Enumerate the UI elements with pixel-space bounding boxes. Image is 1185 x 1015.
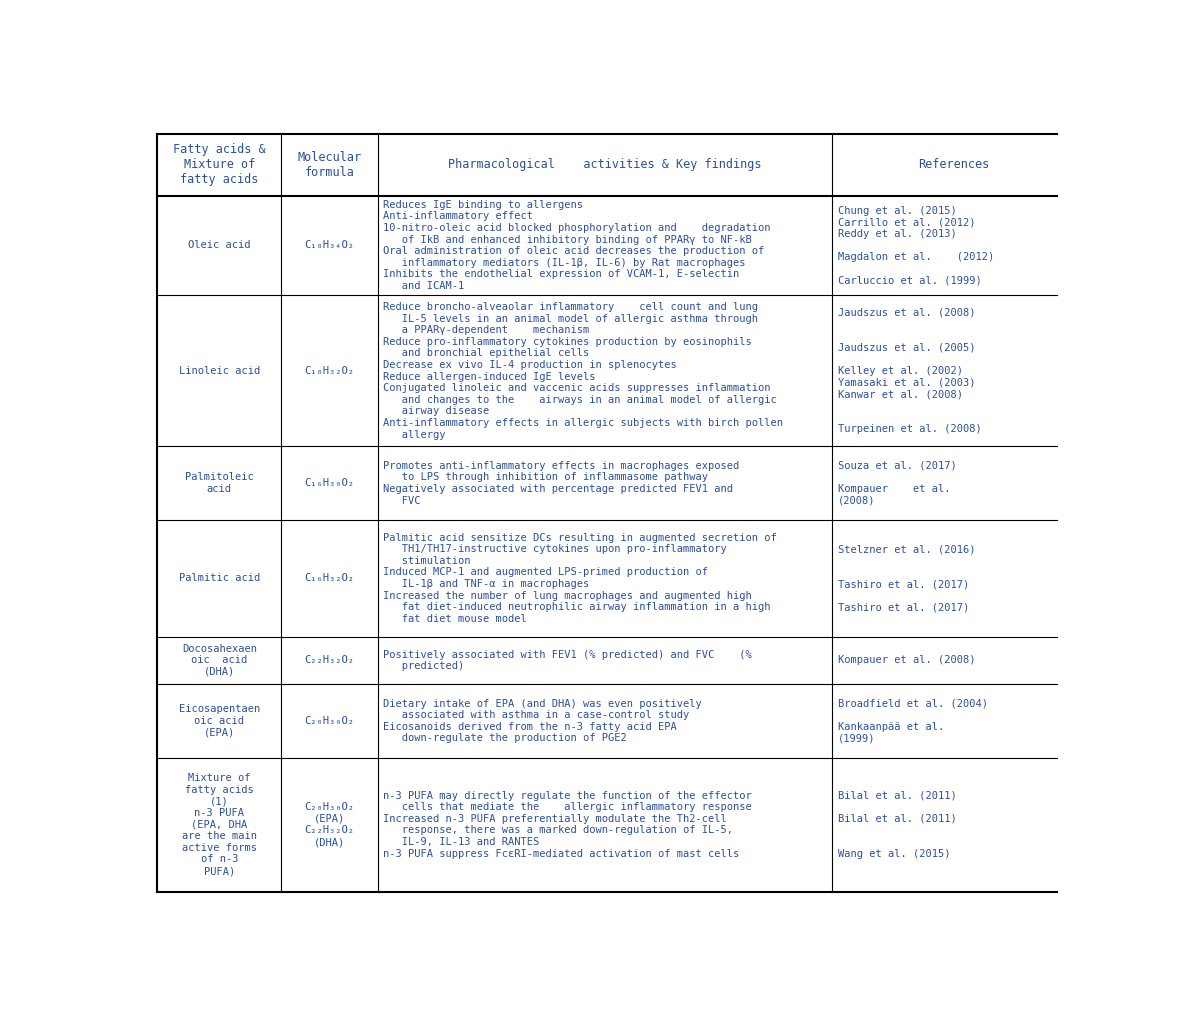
Text: Stelzner et al. (2016)


Tashiro et al. (2017)

Tashiro et al. (2017): Stelzner et al. (2016) Tashiro et al. (2… (838, 544, 975, 612)
Text: References: References (918, 158, 989, 172)
Text: Molecular
formula: Molecular formula (297, 150, 361, 179)
Text: Pharmacological    activities & Key findings: Pharmacological activities & Key finding… (448, 158, 762, 172)
Text: Palmitoleic
acid: Palmitoleic acid (185, 472, 254, 494)
Text: Reduces IgE binding to allergens
Anti-inflammatory effect
10-nitro-oleic acid bl: Reduces IgE binding to allergens Anti-in… (383, 200, 770, 291)
Text: Jaudszus et al. (2008)


Jaudszus et al. (2005)

Kelley et al. (2002)
Yamasaki e: Jaudszus et al. (2008) Jaudszus et al. (… (838, 308, 981, 433)
Text: C₂₀H₃₀O₂: C₂₀H₃₀O₂ (305, 716, 354, 726)
Text: Dietary intake of EPA (and DHA) was even positively
   associated with asthma in: Dietary intake of EPA (and DHA) was even… (383, 698, 702, 743)
Text: Positively associated with FEV1 (% predicted) and FVC    (%
   predicted): Positively associated with FEV1 (% predi… (383, 650, 752, 671)
Text: C₂₀H₃₀O₂
(EPA)
C₂₂H₃₂O₂
(DHA): C₂₀H₃₀O₂ (EPA) C₂₂H₃₂O₂ (DHA) (305, 802, 354, 848)
Text: Oleic acid: Oleic acid (188, 241, 250, 251)
Text: Bilal et al. (2011)

Bilal et al. (2011)


Wang et al. (2015): Bilal et al. (2011) Bilal et al. (2011) … (838, 791, 956, 859)
Text: Linoleic acid: Linoleic acid (179, 365, 260, 376)
Text: C₁₈H₃₂O₂: C₁₈H₃₂O₂ (305, 365, 354, 376)
Text: C₁₈H₃₄O₂: C₁₈H₃₄O₂ (305, 241, 354, 251)
Text: Fatty acids &
Mixture of
fatty acids: Fatty acids & Mixture of fatty acids (173, 143, 265, 186)
Text: Broadfield et al. (2004)

Kankaanpää et al.
(1999): Broadfield et al. (2004) Kankaanpää et a… (838, 698, 988, 743)
Text: C₁₆H₃₀O₂: C₁₆H₃₀O₂ (305, 478, 354, 488)
Text: Souza et al. (2017)

Kompauer    et al.
(2008): Souza et al. (2017) Kompauer et al. (200… (838, 461, 956, 505)
Text: C₂₂H₃₂O₂: C₂₂H₃₂O₂ (305, 656, 354, 666)
Text: Eicosapentaen
oic acid
(EPA): Eicosapentaen oic acid (EPA) (179, 704, 260, 738)
Text: n-3 PUFA may directly regulate the function of the effector
   cells that mediat: n-3 PUFA may directly regulate the funct… (383, 791, 752, 859)
Text: Promotes anti-inflammatory effects in macrophages exposed
   to LPS through inhi: Promotes anti-inflammatory effects in ma… (383, 461, 739, 505)
Text: Kompauer et al. (2008): Kompauer et al. (2008) (838, 656, 975, 666)
Text: Chung et al. (2015)
Carrillo et al. (2012)
Reddy et al. (2013)

Magdalon et al. : Chung et al. (2015) Carrillo et al. (201… (838, 206, 994, 285)
Text: Palmitic acid sensitize DCs resulting in augmented secretion of
   TH1/TH17-inst: Palmitic acid sensitize DCs resulting in… (383, 533, 777, 624)
Text: Mixture of
fatty acids
(1)
n-3 PUFA
(EPA, DHA
are the main
active forms
of n-3
P: Mixture of fatty acids (1) n-3 PUFA (EPA… (181, 773, 257, 876)
Text: C₁₆H₃₂O₂: C₁₆H₃₂O₂ (305, 573, 354, 584)
Text: Palmitic acid: Palmitic acid (179, 573, 260, 584)
Text: Reduce broncho-alveaolar inflammatory    cell count and lung
   IL-5 levels in a: Reduce broncho-alveaolar inflammatory ce… (383, 302, 783, 439)
Text: Docosahexaen
oic  acid
(DHA): Docosahexaen oic acid (DHA) (181, 644, 257, 677)
